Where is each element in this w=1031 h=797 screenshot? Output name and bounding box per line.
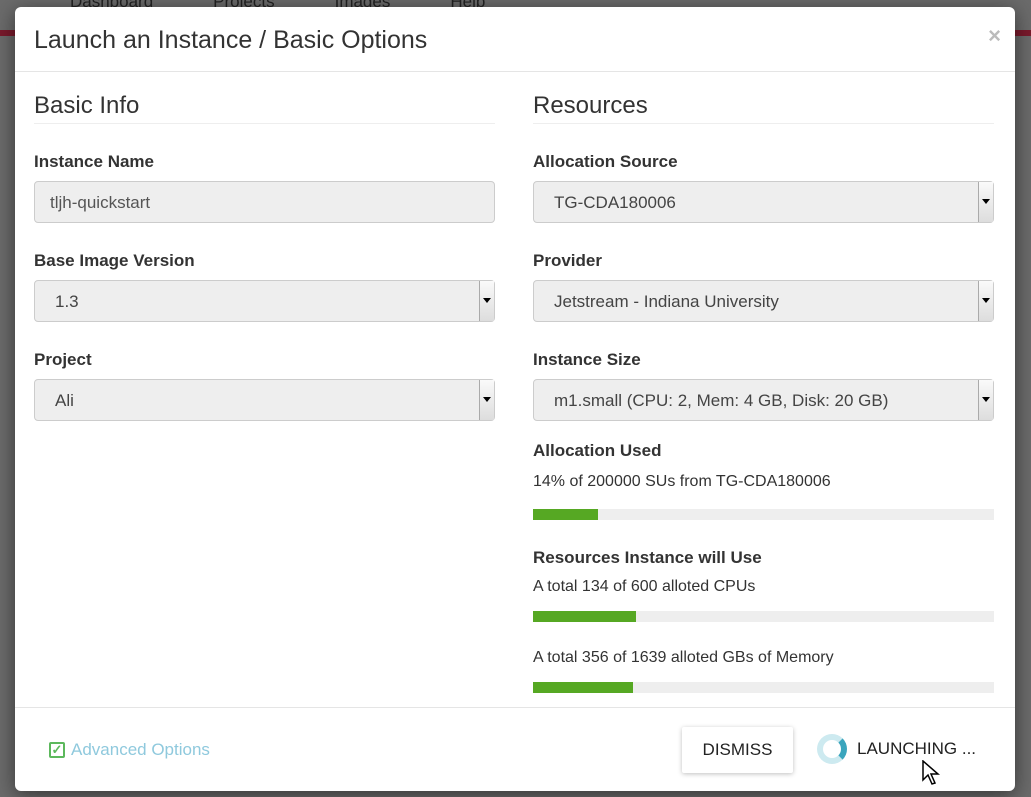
project-label: Project bbox=[34, 350, 92, 369]
cpu-fill bbox=[533, 611, 636, 622]
cpu-text: A total 134 of 600 alloted CPUs bbox=[533, 578, 756, 595]
cpu-bar bbox=[533, 611, 994, 622]
resources-use-label: Resources Instance will Use bbox=[533, 548, 762, 567]
basic-info-section: Basic Info Instance Name tljh-quickstart… bbox=[34, 72, 495, 421]
allocation-used-fill bbox=[533, 509, 598, 520]
base-image-select[interactable]: 1.3 bbox=[34, 280, 495, 322]
nav-images: Images bbox=[334, 0, 391, 11]
provider-select[interactable]: Jetstream - Indiana University bbox=[533, 280, 994, 322]
allocation-used-bar bbox=[533, 509, 994, 520]
allocation-source-value: TG-CDA180006 bbox=[554, 193, 676, 212]
launching-label: LAUNCHING ... bbox=[857, 739, 977, 758]
nav-projects: Projects bbox=[213, 0, 275, 11]
allocation-source-label: Allocation Source bbox=[533, 152, 678, 171]
modal-header: Launch an Instance / Basic Options × bbox=[15, 7, 1015, 72]
resources-section: Resources Allocation Source TG-CDA180006… bbox=[533, 72, 994, 693]
dropdown-arrow-icon bbox=[982, 397, 990, 406]
project-select[interactable]: Ali bbox=[34, 379, 495, 421]
advanced-options-link[interactable]: ✓ Advanced Options bbox=[49, 740, 210, 760]
launch-instance-modal: Launch an Instance / Basic Options × Bas… bbox=[15, 7, 1015, 791]
background-nav: Dashboard Projects Images Help bbox=[70, 0, 485, 12]
basic-info-heading: Basic Info bbox=[34, 92, 495, 124]
instance-name-input[interactable]: tljh-quickstart bbox=[34, 181, 495, 223]
instance-size-label: Instance Size bbox=[533, 350, 641, 369]
resources-heading: Resources bbox=[533, 92, 994, 124]
base-image-value: 1.3 bbox=[55, 292, 79, 311]
provider-value: Jetstream - Indiana University bbox=[554, 292, 779, 311]
dropdown-arrow-icon bbox=[483, 397, 491, 406]
allocation-used-text: 14% of 200000 SUs from TG-CDA180006 bbox=[533, 473, 831, 490]
spinner-icon bbox=[817, 734, 847, 764]
advanced-options-label: Advanced Options bbox=[71, 740, 210, 759]
project-value: Ali bbox=[55, 391, 74, 410]
memory-fill bbox=[533, 682, 634, 693]
base-image-label: Base Image Version bbox=[34, 251, 195, 270]
close-icon[interactable]: × bbox=[988, 23, 1001, 48]
instance-name-label: Instance Name bbox=[34, 152, 154, 171]
dropdown-arrow-icon bbox=[483, 298, 491, 307]
modal-footer: ✓ Advanced Options DISMISS LAUNCHING ... bbox=[15, 707, 1015, 791]
allocation-source-select[interactable]: TG-CDA180006 bbox=[533, 181, 994, 223]
instance-size-value: m1.small (CPU: 2, Mem: 4 GB, Disk: 20 GB… bbox=[554, 391, 889, 410]
launching-button[interactable]: LAUNCHING ... bbox=[817, 734, 976, 764]
nav-dashboard: Dashboard bbox=[70, 0, 154, 11]
dismiss-button[interactable]: DISMISS bbox=[682, 727, 793, 773]
dropdown-arrow-icon bbox=[982, 298, 990, 307]
provider-label: Provider bbox=[533, 251, 602, 270]
mouse-cursor-icon bbox=[922, 759, 941, 792]
checkbox-checked-icon: ✓ bbox=[49, 742, 65, 758]
dropdown-arrow-icon bbox=[982, 199, 990, 208]
instance-size-select[interactable]: m1.small (CPU: 2, Mem: 4 GB, Disk: 20 GB… bbox=[533, 379, 994, 421]
allocation-used-label: Allocation Used bbox=[533, 441, 662, 460]
nav-help: Help bbox=[450, 0, 486, 11]
memory-text: A total 356 of 1639 alloted GBs of Memor… bbox=[533, 649, 834, 666]
modal-title: Launch an Instance / Basic Options bbox=[34, 26, 428, 54]
memory-bar bbox=[533, 682, 994, 693]
